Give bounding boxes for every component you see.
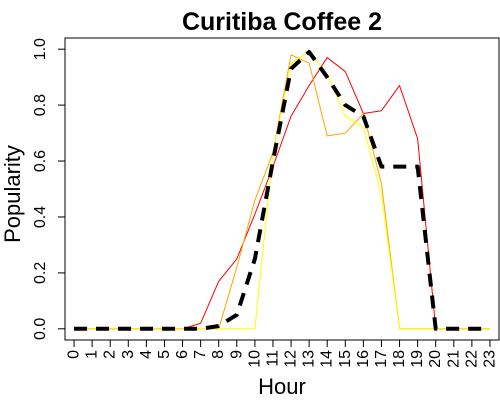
y-tick-label: 0.6 [32,150,49,172]
x-tick-label: 17 [373,350,390,368]
series-line-2 [74,54,490,330]
x-tick-label: 1 [84,350,101,359]
series-layer [74,49,490,331]
x-axis: 0 1 2 3 4 5 6 7 8 9 10 11 12 13 14 15 16 17 18 19 20 21 22 23 [66,339,498,368]
x-tick-label: 13 [301,350,318,368]
series-line-1 [74,57,490,330]
y-axis-title: Popularity [0,145,25,243]
x-tick-label: 3 [120,350,137,359]
x-tick-label: 20 [427,350,444,368]
y-tick-label: 0.8 [32,94,49,116]
x-tick-label: 9 [228,350,245,359]
x-tick-label: 11 [264,350,281,367]
y-tick-label: 1.0 [32,38,49,60]
x-tick-label: 8 [210,350,227,359]
x-tick-label: 16 [355,350,372,368]
x-tick-label: 23 [481,350,498,368]
x-tick-label: 12 [283,350,300,368]
x-tick-label: 14 [319,350,336,368]
x-tick-label: 7 [192,350,209,359]
x-tick-label: 21 [445,350,462,368]
y-tick-label: 0.4 [32,206,49,228]
x-tick-label: 22 [463,350,480,368]
series-line-3 [74,51,490,330]
x-axis-title: Hour [258,374,306,399]
x-tick-label: 15 [337,350,354,368]
x-tick-label: 4 [138,350,155,359]
y-axis: 0.0 0.2 0.4 0.6 0.8 1.0 [32,38,66,340]
y-tick-label: 0.2 [32,262,49,284]
x-tick-label: 2 [102,350,119,359]
x-tick-label: 0 [66,350,83,359]
x-tick-label: 19 [409,350,426,368]
series-line-4 [74,49,490,331]
x-tick-label: 10 [246,350,263,368]
plot-area [64,37,500,341]
y-tick-label: 0.0 [32,318,49,340]
chart-title: Curitiba Coffee 2 [182,8,382,36]
x-tick-label: 18 [391,350,408,368]
x-tick-label: 6 [174,350,191,359]
x-tick-label: 5 [156,350,173,359]
